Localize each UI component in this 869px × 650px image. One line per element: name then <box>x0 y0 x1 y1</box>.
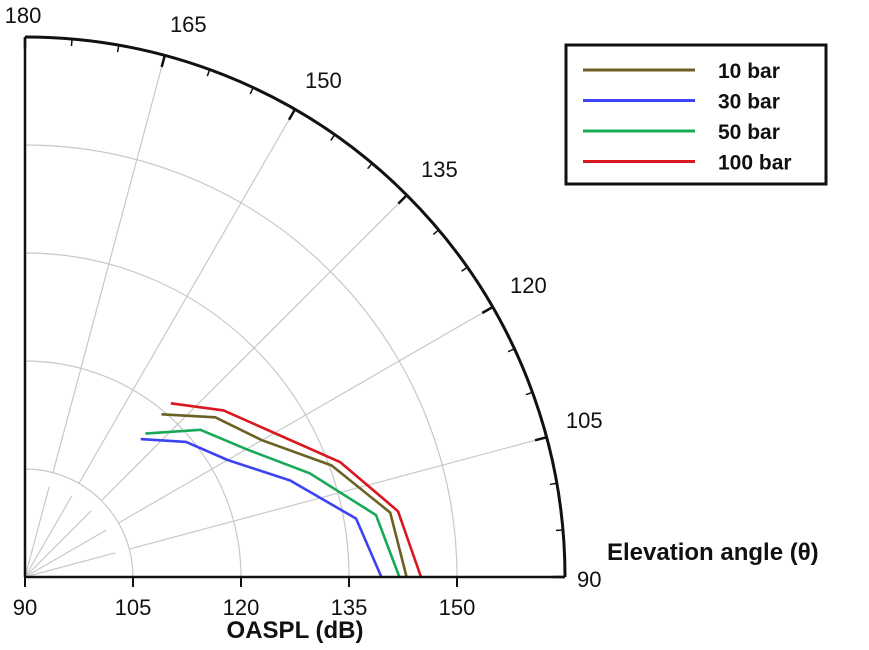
angular-axis-title: Elevation angle (θ) <box>607 539 819 566</box>
angular-minor-tick-140 <box>367 162 373 170</box>
angular-tick-165 <box>160 55 166 68</box>
series-line-30-bar <box>140 437 383 578</box>
series-line-10-bar <box>161 413 408 578</box>
angular-minor-tick-160 <box>206 69 211 77</box>
radial-tick-label-105: 105 <box>115 595 152 620</box>
angular-tick-label-180: 180 <box>5 3 42 28</box>
angular-minor-tick-170 <box>116 45 120 53</box>
angular-minor-tick-155 <box>249 87 254 95</box>
spoke-105 <box>129 436 547 550</box>
spoke-inner-105 <box>24 552 116 578</box>
radial-tick-label-150: 150 <box>439 595 476 620</box>
spoke-135 <box>100 194 408 502</box>
angular-tick-105 <box>534 436 547 442</box>
legend-label-10-bar: 10 bar <box>718 60 780 83</box>
angular-tick-150 <box>287 108 297 121</box>
angular-minor-tick-125 <box>461 266 468 272</box>
series-line-50-bar <box>145 428 401 578</box>
spoke-120 <box>118 306 493 524</box>
angular-tick-135 <box>397 194 408 205</box>
legend-label-100-bar: 100 bar <box>718 152 792 175</box>
spoke-165 <box>52 55 166 473</box>
radial-tick-label-90: 90 <box>13 595 37 620</box>
frame-layer <box>23 35 567 587</box>
spoke-inner-150 <box>24 495 73 578</box>
angular-tick-label-90: 90 <box>577 567 601 592</box>
angular-minor-tick-115 <box>507 348 515 353</box>
radial-tick-label-120: 120 <box>223 595 260 620</box>
angular-minor-tick-110 <box>525 391 533 396</box>
angular-tick-label-135: 135 <box>421 157 458 182</box>
angular-tick-label-105: 105 <box>566 408 603 433</box>
grid-layer <box>24 55 547 578</box>
legend-label-30-bar: 30 bar <box>718 91 780 114</box>
radial-tick-label-135: 135 <box>331 595 368 620</box>
series-layer <box>140 402 423 578</box>
spoke-inner-165 <box>24 486 50 578</box>
angular-tick-120 <box>481 305 494 315</box>
legend: 10 bar 30 bar 50 bar 100 bar <box>564 43 828 186</box>
spoke-inner-135 <box>24 510 92 578</box>
angular-minor-tick-175 <box>70 38 73 47</box>
radial-axis-title: OASPL (dB) <box>227 617 364 644</box>
spoke-150 <box>78 109 296 484</box>
angular-tick-label-165: 165 <box>170 12 207 37</box>
legend-label-50-bar: 50 bar <box>718 121 780 144</box>
legend-items: 10 bar 30 bar 50 bar 100 bar <box>583 60 792 175</box>
spoke-inner-120 <box>24 529 107 578</box>
series-line-100-bar <box>170 402 423 578</box>
angular-tick-label-120: 120 <box>510 273 547 298</box>
angular-minor-tick-130 <box>432 229 440 235</box>
angular-minor-tick-95 <box>555 529 564 532</box>
angular-minor-tick-100 <box>549 482 557 486</box>
angular-minor-tick-145 <box>330 134 336 141</box>
label-layer: 90 105 120 135 150 90 105 120 135 150 165 180 <box>5 3 603 620</box>
angular-tick-label-150: 150 <box>305 68 342 93</box>
